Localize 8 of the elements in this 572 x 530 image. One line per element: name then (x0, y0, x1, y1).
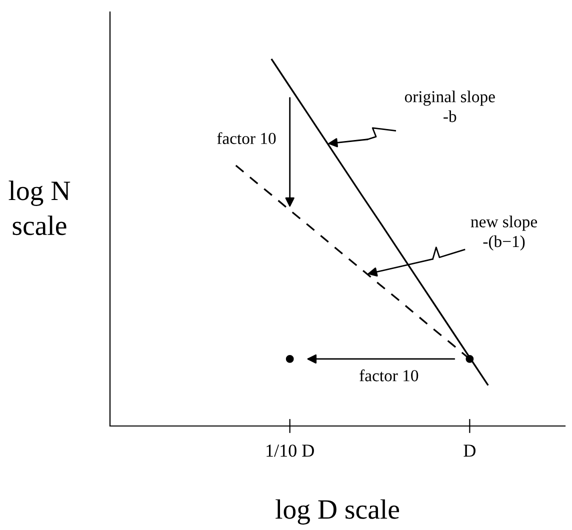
y-axis-title: log N scale (8, 180, 70, 236)
annotation: factor 10 (360, 369, 418, 382)
annotation: new slope -(b−1) (470, 216, 538, 251)
x-axis-title: log D scale (276, 499, 400, 525)
x-tick-label: D (464, 444, 476, 457)
x-tick-label: 1/10 D (266, 444, 314, 457)
annotation: factor 10 (217, 132, 276, 144)
annotation: original slope -b (404, 90, 495, 122)
